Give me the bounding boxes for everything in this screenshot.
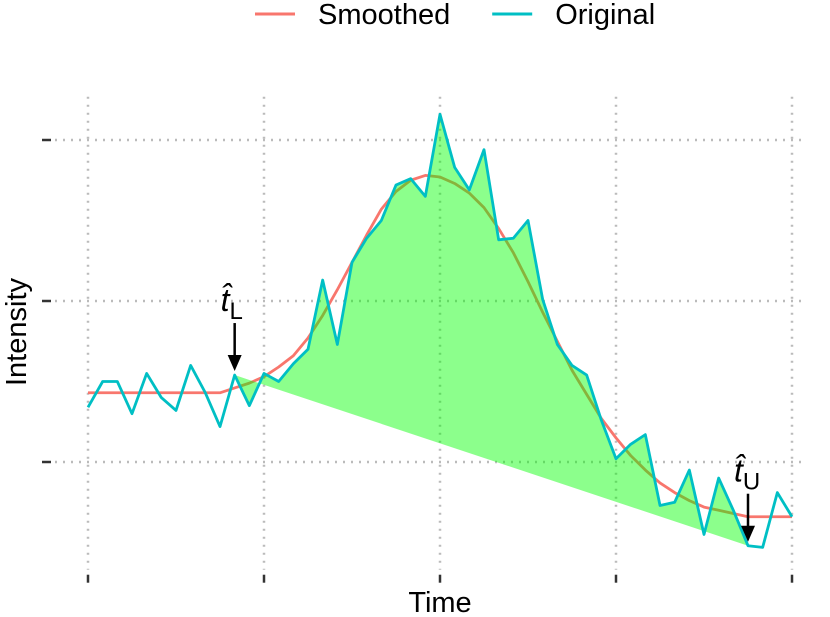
annotation-label: t̂U bbox=[734, 453, 760, 496]
area-fill bbox=[234, 114, 749, 546]
annotation-subscript: L bbox=[230, 298, 243, 325]
annotation-arrowhead bbox=[741, 525, 756, 542]
legend-label: Smoothed bbox=[318, 0, 450, 31]
legend-label: Original bbox=[555, 0, 655, 31]
y-axis-title: Intensity bbox=[1, 278, 33, 386]
annotation-label: t̂L bbox=[221, 282, 243, 325]
x-axis-title: Time bbox=[408, 587, 471, 617]
annotation-subscript: U bbox=[743, 469, 760, 496]
annotation-arrowhead bbox=[227, 355, 242, 372]
line bbox=[86, 112, 794, 549]
